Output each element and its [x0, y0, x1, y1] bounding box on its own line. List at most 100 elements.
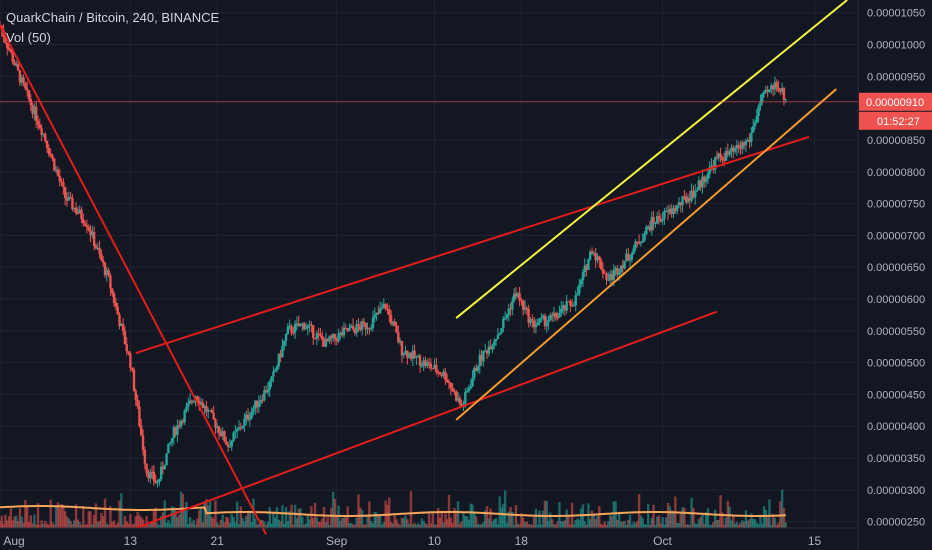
- candle-body: [643, 234, 646, 241]
- volume-bar: [82, 506, 85, 528]
- volume-bar: [235, 501, 239, 528]
- volume-bar: [56, 502, 60, 528]
- candle-body: [326, 338, 329, 342]
- candle-body: [277, 353, 281, 367]
- volume-bar: [306, 514, 309, 528]
- candle-body: [581, 271, 585, 280]
- candle-body: [252, 408, 255, 412]
- volume-moving-average-line: [0, 505, 786, 517]
- candle-body: [583, 265, 586, 272]
- volume-bar: [118, 500, 121, 528]
- volume-bar: [67, 518, 70, 528]
- volume-bar: [333, 498, 337, 528]
- volume-bar: [208, 501, 212, 528]
- volume-bar: [397, 523, 400, 528]
- candle-body: [254, 400, 257, 409]
- candle-body: [449, 383, 453, 388]
- volume-bar: [415, 524, 418, 528]
- candle-body: [187, 403, 190, 407]
- volume-bar: [540, 524, 543, 528]
- time-axis[interactable]: Aug 13 21 Sep 10 18 Oct 15: [0, 527, 858, 548]
- price-axis[interactable]: 0.00001050 0.00001000 0.00000950 0.00000850…: [857, 0, 925, 550]
- volume-bar: [73, 520, 76, 528]
- volume-bar: [299, 508, 302, 528]
- volume-bar: [382, 522, 386, 528]
- candle-body: [753, 122, 757, 127]
- candle-body: [484, 350, 487, 352]
- candle-body: [31, 105, 34, 114]
- volume-bar: [22, 522, 25, 528]
- volume-bar: [83, 524, 87, 528]
- candle-body: [572, 305, 576, 307]
- candle-body: [474, 367, 478, 371]
- volume-bar: [746, 520, 749, 528]
- candle-body: [601, 269, 605, 274]
- volume-bar: [85, 524, 89, 528]
- volume-bar: [527, 524, 530, 528]
- candle-body: [616, 268, 619, 275]
- price-tick-label: 0.00000350: [867, 453, 925, 465]
- volume-bar: [277, 519, 281, 528]
- volume-bar: [465, 516, 469, 528]
- volume-bar: [764, 509, 768, 528]
- trendlines[interactable]: [0, 0, 848, 535]
- volume-bar: [78, 521, 81, 528]
- volume-bar: [20, 516, 23, 528]
- volume-bar: [130, 524, 134, 528]
- candle-body: [603, 273, 606, 275]
- volume-bar: [565, 509, 568, 528]
- volume-bar: [560, 521, 563, 528]
- volume-bar: [478, 524, 481, 528]
- volume-bar: [225, 516, 228, 528]
- time-tick-label: 15: [808, 534, 822, 548]
- candle-body: [371, 317, 375, 328]
- volume-bar: [400, 517, 404, 528]
- volume-bar: [632, 521, 635, 528]
- symbol-title[interactable]: QuarkChain / Bitcoin, 240, BINANCE: [6, 10, 220, 25]
- volume-bar: [190, 522, 194, 528]
- volume-bar: [596, 516, 599, 528]
- volume-bar: [25, 506, 29, 528]
- volume-bar: [534, 508, 538, 528]
- time-tick-label: Sep: [326, 534, 348, 548]
- candle-body: [324, 338, 328, 347]
- volume-bar: [379, 514, 382, 528]
- candle-body: [145, 463, 148, 474]
- volume-bar: [342, 517, 346, 528]
- candle-body: [710, 165, 713, 167]
- candle-body: [382, 303, 386, 308]
- volume-bar: [4, 514, 7, 528]
- candle-body: [290, 325, 293, 333]
- candle-body: [239, 427, 242, 429]
- volume-bar: [455, 510, 458, 528]
- candle-body: [44, 133, 47, 141]
- volume-bar: [9, 508, 13, 528]
- volume-bar: [150, 522, 154, 528]
- volume-bar: [630, 524, 634, 528]
- volume-bar: [750, 513, 753, 528]
- volume-bar: [254, 518, 257, 528]
- candle-body: [293, 323, 297, 333]
- candle-body: [214, 419, 217, 428]
- volume-bar: [257, 523, 261, 528]
- candle-body: [491, 345, 494, 350]
- volume-bar: [634, 523, 637, 528]
- volume-bar: [525, 521, 529, 528]
- candle-body: [741, 142, 744, 149]
- volume-bar: [771, 514, 775, 528]
- volume-bar: [550, 519, 554, 528]
- volume-indicator-label[interactable]: Vol (50): [6, 30, 51, 45]
- candle-body: [766, 89, 769, 92]
- time-tick-label: 21: [211, 534, 225, 548]
- candle-body: [514, 293, 518, 297]
- candle-body: [150, 471, 154, 473]
- candle-body: [118, 314, 121, 327]
- candle-body: [648, 226, 652, 231]
- volume-bar: [330, 507, 333, 528]
- candle-body: [357, 324, 360, 327]
- volume-bar: [668, 506, 672, 528]
- candle-body: [578, 284, 581, 294]
- candle-body: [210, 410, 214, 413]
- volume-bar: [407, 523, 411, 528]
